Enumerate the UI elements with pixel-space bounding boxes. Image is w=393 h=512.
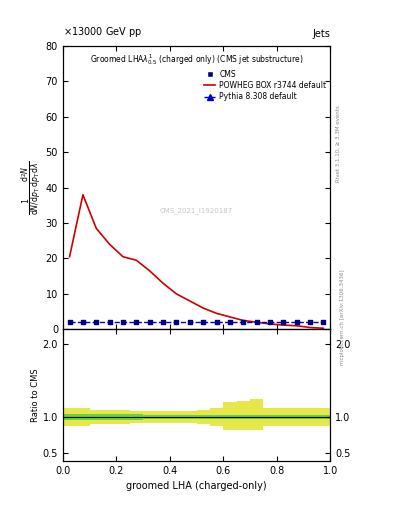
Point [93, 318, 99, 326]
Point [227, 318, 233, 326]
Point [294, 318, 300, 326]
Text: Groomed LHA$\lambda^{1}_{0.5}$ (charged only) (CMS jet substructure): Groomed LHA$\lambda^{1}_{0.5}$ (charged … [90, 52, 303, 67]
Text: $\times$13000 GeV pp: $\times$13000 GeV pp [63, 25, 142, 39]
Legend: CMS, POWHEG BOX r3744 default, Pythia 8.308 default: CMS, POWHEG BOX r3744 default, Pythia 8.… [204, 70, 326, 101]
Text: Jets: Jets [312, 29, 330, 39]
Point [200, 318, 206, 326]
X-axis label: groomed LHA (charged-only): groomed LHA (charged-only) [126, 481, 267, 491]
Text: mcplots.cern.ch [arXiv:1306.3436]: mcplots.cern.ch [arXiv:1306.3436] [340, 270, 345, 365]
Point [187, 318, 193, 326]
Point [253, 318, 260, 326]
Point [80, 318, 86, 326]
Text: Rivet 3.1.10, ≥ 3.3M events: Rivet 3.1.10, ≥ 3.3M events [336, 105, 341, 182]
Y-axis label: $\frac{1}{\mathrm{d}N/\mathrm{d}p_\mathrm{T}}\frac{\mathrm{d}^2N}{\mathrm{d}p_\m: $\frac{1}{\mathrm{d}N/\mathrm{d}p_\mathr… [20, 160, 43, 215]
Point [160, 318, 166, 326]
Point [173, 318, 180, 326]
Point [267, 318, 273, 326]
Point [107, 318, 113, 326]
Text: CMS_2021_I1920187: CMS_2021_I1920187 [160, 207, 233, 214]
Y-axis label: Ratio to CMS: Ratio to CMS [31, 368, 40, 422]
Point [120, 318, 126, 326]
Point [133, 318, 140, 326]
Point [320, 318, 327, 326]
Point [240, 318, 246, 326]
Point [66, 318, 73, 326]
Point [307, 318, 313, 326]
Point [147, 318, 153, 326]
Point [213, 318, 220, 326]
Point [280, 318, 286, 326]
